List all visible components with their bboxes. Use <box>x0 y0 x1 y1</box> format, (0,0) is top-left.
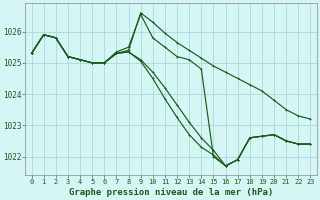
X-axis label: Graphe pression niveau de la mer (hPa): Graphe pression niveau de la mer (hPa) <box>69 188 273 197</box>
